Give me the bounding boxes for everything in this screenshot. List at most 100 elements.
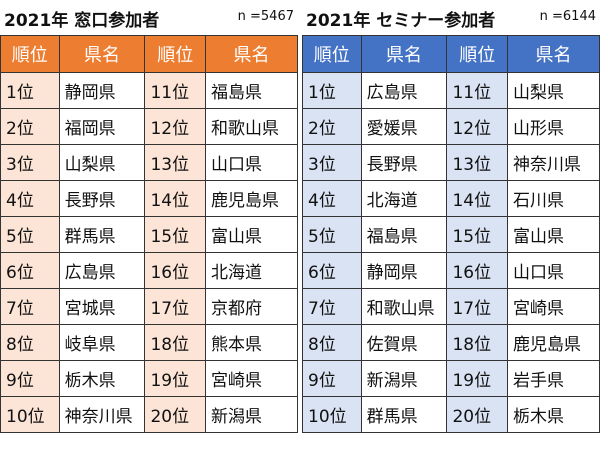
column-header-rank: 順位: [0, 35, 60, 73]
rank-cell: 15位: [446, 216, 509, 253]
rank-cell: 4位: [0, 180, 60, 217]
prefecture-cell: 福島県: [360, 216, 448, 253]
sample-size: n =6144: [539, 9, 596, 24]
prefecture-cell: 和歌山県: [205, 108, 298, 145]
table-row: 4位 北海道 14位 石川県: [302, 180, 600, 217]
panel-title: 2021年 窓口参加者: [4, 11, 160, 31]
table-row: 5位 群馬県 15位 富山県: [0, 216, 298, 253]
rank-cell: 9位: [0, 360, 60, 397]
prefecture-cell: 宮崎県: [205, 360, 298, 397]
table-row: 8位 佐賀県 18位 鹿児島県: [302, 324, 600, 361]
rank-cell: 7位: [0, 288, 60, 325]
rank-cell: 3位: [0, 144, 60, 181]
sample-size: n =5467: [237, 9, 294, 24]
prefecture-cell: 宮城県: [58, 288, 146, 325]
prefecture-cell: 福島県: [205, 72, 298, 109]
prefecture-cell: 愛媛県: [360, 108, 448, 145]
ranking-table: 順位 県名 順位 県名 1位 静岡県 11位 福島県 2位 福岡県 12位 和歌…: [0, 35, 298, 433]
rank-cell: 12位: [144, 108, 207, 145]
table-row: 5位 福島県 15位 富山県: [302, 216, 600, 253]
prefecture-cell: 栃木県: [58, 360, 146, 397]
prefecture-cell: 広島県: [360, 72, 448, 109]
rank-cell: 7位: [302, 288, 362, 325]
rank-cell: 10位: [0, 396, 60, 433]
column-header-prefecture: 県名: [58, 35, 146, 73]
prefecture-cell: 神奈川県: [507, 144, 600, 181]
panel-header: 2021年 窓口参加者 n =5467: [0, 0, 298, 34]
table-row: 9位 栃木県 19位 宮崎県: [0, 360, 298, 397]
prefecture-cell: 山梨県: [507, 72, 600, 109]
rank-cell: 17位: [446, 288, 509, 325]
table-row: 1位 広島県 11位 山梨県: [302, 72, 600, 109]
rank-cell: 14位: [446, 180, 509, 217]
rank-cell: 6位: [0, 252, 60, 289]
rank-cell: 20位: [144, 396, 207, 433]
prefecture-cell: 静岡県: [360, 252, 448, 289]
rank-cell: 13位: [144, 144, 207, 181]
prefecture-cell: 北海道: [205, 252, 298, 289]
rank-cell: 14位: [144, 180, 207, 217]
rank-cell: 3位: [302, 144, 362, 181]
prefecture-cell: 広島県: [58, 252, 146, 289]
prefecture-cell: 熊本県: [205, 324, 298, 361]
prefecture-cell: 鹿児島県: [507, 324, 600, 361]
prefecture-cell: 山口県: [507, 252, 600, 289]
prefecture-cell: 石川県: [507, 180, 600, 217]
prefecture-cell: 静岡県: [58, 72, 146, 109]
rank-cell: 19位: [446, 360, 509, 397]
column-header-prefecture: 県名: [360, 35, 448, 73]
table-header-row: 順位 県名 順位 県名: [0, 35, 298, 73]
panel-header: 2021年 セミナー参加者 n =6144: [302, 0, 600, 34]
prefecture-cell: 佐賀県: [360, 324, 448, 361]
rank-cell: 18位: [144, 324, 207, 361]
ranking-table: 順位 県名 順位 県名 1位 広島県 11位 山梨県 2位 愛媛県 12位 山形…: [302, 35, 600, 433]
table-row: 6位 静岡県 16位 山口県: [302, 252, 600, 289]
rank-cell: 19位: [144, 360, 207, 397]
rank-cell: 11位: [446, 72, 509, 109]
table-row: 10位 群馬県 20位 栃木県: [302, 396, 600, 433]
table-row: 8位 岐阜県 18位 熊本県: [0, 324, 298, 361]
rank-cell: 1位: [0, 72, 60, 109]
table-row: 3位 山梨県 13位 山口県: [0, 144, 298, 181]
rank-cell: 1位: [302, 72, 362, 109]
rank-cell: 2位: [302, 108, 362, 145]
prefecture-cell: 岐阜県: [58, 324, 146, 361]
rank-cell: 5位: [302, 216, 362, 253]
prefecture-cell: 鹿児島県: [205, 180, 298, 217]
table-row: 3位 長野県 13位 神奈川県: [302, 144, 600, 181]
rank-cell: 13位: [446, 144, 509, 181]
rank-cell: 11位: [144, 72, 207, 109]
table-row: 9位 新潟県 19位 岩手県: [302, 360, 600, 397]
table-row: 4位 長野県 14位 鹿児島県: [0, 180, 298, 217]
prefecture-cell: 北海道: [360, 180, 448, 217]
seminar-participants-panel: 2021年 セミナー参加者 n =6144 順位 県名 順位 県名 1位 広島県…: [302, 0, 600, 433]
prefecture-cell: 長野県: [360, 144, 448, 181]
rank-cell: 8位: [0, 324, 60, 361]
table-row: 1位 静岡県 11位 福島県: [0, 72, 298, 109]
rank-cell: 15位: [144, 216, 207, 253]
rank-cell: 9位: [302, 360, 362, 397]
prefecture-cell: 群馬県: [360, 396, 448, 433]
table-row: 6位 広島県 16位 北海道: [0, 252, 298, 289]
rank-cell: 16位: [446, 252, 509, 289]
rank-cell: 20位: [446, 396, 509, 433]
prefecture-cell: 福岡県: [58, 108, 146, 145]
table-row: 10位 神奈川県 20位 新潟県: [0, 396, 298, 433]
prefecture-cell: 京都府: [205, 288, 298, 325]
prefecture-cell: 山形県: [507, 108, 600, 145]
prefecture-cell: 和歌山県: [360, 288, 448, 325]
table-row: 2位 愛媛県 12位 山形県: [302, 108, 600, 145]
prefecture-cell: 栃木県: [507, 396, 600, 433]
rank-cell: 16位: [144, 252, 207, 289]
column-header-rank: 順位: [302, 35, 362, 73]
rank-cell: 8位: [302, 324, 362, 361]
column-header-rank: 順位: [144, 35, 207, 73]
table-row: 7位 宮城県 17位 京都府: [0, 288, 298, 325]
prefecture-cell: 山口県: [205, 144, 298, 181]
rank-cell: 4位: [302, 180, 362, 217]
column-header-prefecture: 県名: [507, 35, 600, 73]
prefecture-cell: 新潟県: [360, 360, 448, 397]
rank-cell: 18位: [446, 324, 509, 361]
rank-cell: 10位: [302, 396, 362, 433]
table-row: 2位 福岡県 12位 和歌山県: [0, 108, 298, 145]
